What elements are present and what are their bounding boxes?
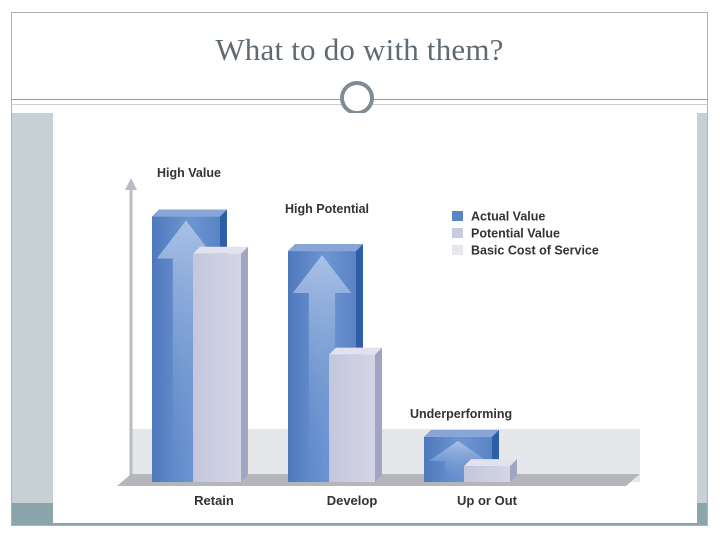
annotation-high-potential: High Potential — [285, 202, 369, 216]
bar-actual-top-up-or-out — [424, 429, 499, 437]
x-label-up-or-out: Up or Out — [457, 493, 518, 508]
y-axis-arrowhead — [125, 178, 137, 190]
bar-potential-top-develop — [329, 347, 382, 355]
bar-potential-top-retain — [193, 246, 248, 254]
bar-arrow-develop — [292, 255, 352, 482]
bar-actual-top-develop — [288, 244, 363, 252]
annotation-high-value: High Value — [157, 166, 221, 180]
legend-label-potential-value: Potential Value — [471, 227, 560, 241]
bar-arrow-retain — [156, 220, 216, 482]
legend-swatch-actual-value — [452, 211, 463, 221]
slide-title: What to do with them? — [215, 32, 504, 67]
annotation-underperforming: Underperforming — [410, 407, 512, 421]
x-label-develop: Develop — [327, 493, 378, 508]
bar-potential-retain — [193, 253, 241, 482]
bar-potential-side-retain — [241, 246, 248, 482]
bar-potential-up-or-out — [464, 466, 510, 482]
legend-swatch-basic-cost-of-service — [452, 245, 463, 255]
bar-potential-side-develop — [375, 347, 382, 482]
legend-label-actual-value: Actual Value — [471, 210, 545, 224]
bar-potential-side-up-or-out — [510, 459, 517, 482]
bar-arrow-up-or-out — [428, 440, 488, 482]
left-decor-band — [12, 113, 53, 525]
x-label-retain: Retain — [194, 493, 234, 508]
bar-potential-develop — [329, 354, 375, 482]
bar-potential-top-up-or-out — [464, 459, 517, 467]
right-decor-band — [697, 113, 707, 525]
legend-label-basic-cost-of-service: Basic Cost of Service — [471, 244, 599, 258]
bar-actual-top-retain — [152, 209, 227, 217]
legend-swatch-potential-value — [452, 228, 463, 238]
